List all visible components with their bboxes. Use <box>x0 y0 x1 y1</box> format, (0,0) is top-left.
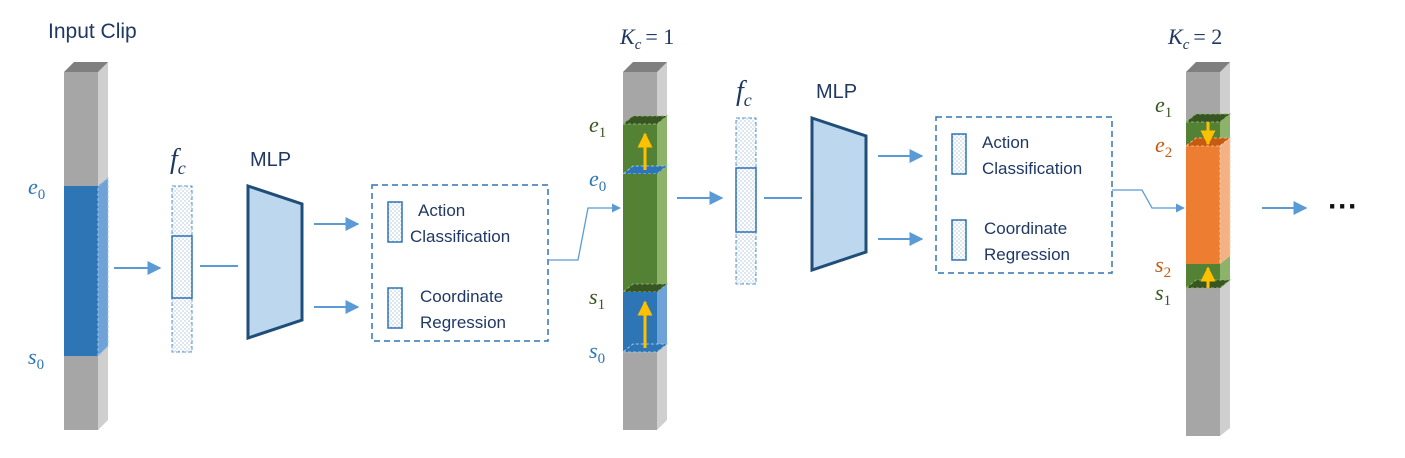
marker-s1-stage2: s1 <box>1155 280 1171 309</box>
stage2-kc-label: Kc = 2 <box>1167 24 1222 53</box>
svg-text:e2: e2 <box>1155 132 1172 161</box>
input-segment-blue <box>64 186 98 356</box>
svg-text:fc: fc <box>170 144 186 178</box>
marker-e0-stage1: e0 <box>589 166 606 195</box>
marker-e1-stage1: e1 <box>589 112 606 141</box>
marker-e2-stage2: e2 <box>1155 132 1172 161</box>
marker-e0: e0 <box>28 174 45 203</box>
stage1-green-main <box>623 174 657 292</box>
svg-text:s0: s0 <box>589 338 605 367</box>
svg-text:s0: s0 <box>28 344 44 373</box>
svg-text:Kc= 2: Kc = 2 <box>1167 24 1222 53</box>
svg-text:Action: Action <box>982 133 1029 152</box>
stage2-column <box>1184 62 1232 436</box>
svg-text:Action: Action <box>418 201 465 220</box>
marker-s0-stage1: s0 <box>589 338 605 367</box>
svg-text:MLP: MLP <box>816 81 857 103</box>
svg-text:Coordinate: Coordinate <box>420 287 503 306</box>
arrow-box2-to-stage2 <box>1112 189 1185 213</box>
stage2-orange <box>1186 146 1220 264</box>
svg-text:s2: s2 <box>1155 252 1171 281</box>
svg-text:e1: e1 <box>589 112 606 141</box>
svg-text:s1: s1 <box>1155 280 1171 309</box>
stage1-kc-label: Kc = 1 <box>619 24 674 53</box>
coord-icon-1 <box>387 287 403 329</box>
feature-fc-1: fc <box>170 144 193 353</box>
marker-s1-stage1: s1 <box>589 284 605 313</box>
action-icon-1 <box>387 201 403 243</box>
input-clip-column <box>64 62 109 430</box>
marker-e1-stage2: e1 <box>1155 92 1172 121</box>
svg-text:s1: s1 <box>589 284 605 313</box>
marker-s0: s0 <box>28 344 44 373</box>
feature-fc-2: fc <box>735 76 757 285</box>
svg-text:fc: fc <box>736 76 752 110</box>
stage1-blue-bottom <box>623 292 657 352</box>
marker-s2-stage2: s2 <box>1155 252 1171 281</box>
svg-text:Classification: Classification <box>982 159 1082 178</box>
ellipsis: ··· <box>1328 190 1358 223</box>
stage1-column <box>621 62 669 430</box>
svg-text:Kc= 1: Kc = 1 <box>619 24 674 53</box>
arrow-box1-to-stage1 <box>548 203 621 261</box>
heads-box-1: Action Classification Coordinate Regress… <box>371 184 549 342</box>
svg-text:Regression: Regression <box>420 313 506 332</box>
svg-text:e0: e0 <box>28 174 45 203</box>
svg-text:Coordinate: Coordinate <box>984 219 1067 238</box>
svg-text:MLP: MLP <box>250 149 291 171</box>
svg-text:e0: e0 <box>589 166 606 195</box>
svg-text:Regression: Regression <box>984 245 1070 264</box>
svg-text:e1: e1 <box>1155 92 1172 121</box>
input-clip-title: Input Clip <box>48 20 137 43</box>
svg-text:Classification: Classification <box>410 227 510 246</box>
coord-icon-2 <box>951 219 967 261</box>
heads-box-2: Action Classification Coordinate Regress… <box>935 116 1113 274</box>
mlp-block-1: MLP <box>246 149 304 341</box>
action-icon-2 <box>951 133 967 175</box>
mlp-block-2: MLP <box>810 81 868 273</box>
